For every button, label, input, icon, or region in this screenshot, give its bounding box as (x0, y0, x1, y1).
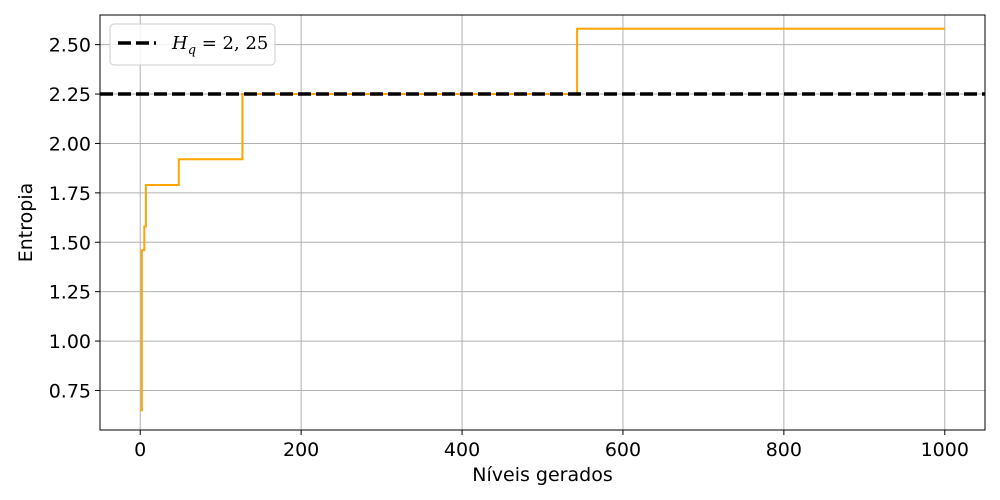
x-tick-label: 400 (444, 439, 480, 461)
y-tick-label: 1.25 (49, 282, 91, 304)
y-tick-label: 0.75 (49, 380, 91, 402)
entropy-series-line (140, 27, 945, 412)
legend: Hq = 2, 25 (109, 23, 276, 66)
axis-ticks: 0 200 400 600 800 1000 0.75 1.00 1.25 1.50 1.75 2.0… (49, 35, 969, 461)
legend-box (109, 23, 276, 66)
x-tick-label: 200 (283, 439, 319, 461)
x-tick-label: 600 (605, 439, 641, 461)
y-tick-label: 1.50 (49, 232, 91, 254)
legend-label: Hq = 2, 25 (171, 33, 268, 58)
plot-series (100, 27, 985, 412)
y-tick-label: 2.25 (49, 84, 91, 106)
x-tick-label: 800 (766, 439, 802, 461)
y-tick-label: 1.75 (49, 183, 91, 205)
grid (100, 15, 985, 430)
x-tick-label: 0 (134, 439, 146, 461)
y-tick-label: 1.00 (49, 331, 91, 353)
plot-frame (99, 14, 986, 431)
legend-label-value: = 2, 25 (196, 33, 268, 54)
x-axis-label: Níveis gerados (472, 464, 612, 486)
x-tick-label: 1000 (921, 439, 969, 461)
legend-label-subscript: q (188, 43, 196, 58)
y-axis-label: Entropia (15, 183, 37, 263)
legend-label-base: H (171, 33, 188, 54)
y-tick-label: 2.00 (49, 133, 91, 155)
y-tick-label: 2.50 (49, 35, 91, 57)
